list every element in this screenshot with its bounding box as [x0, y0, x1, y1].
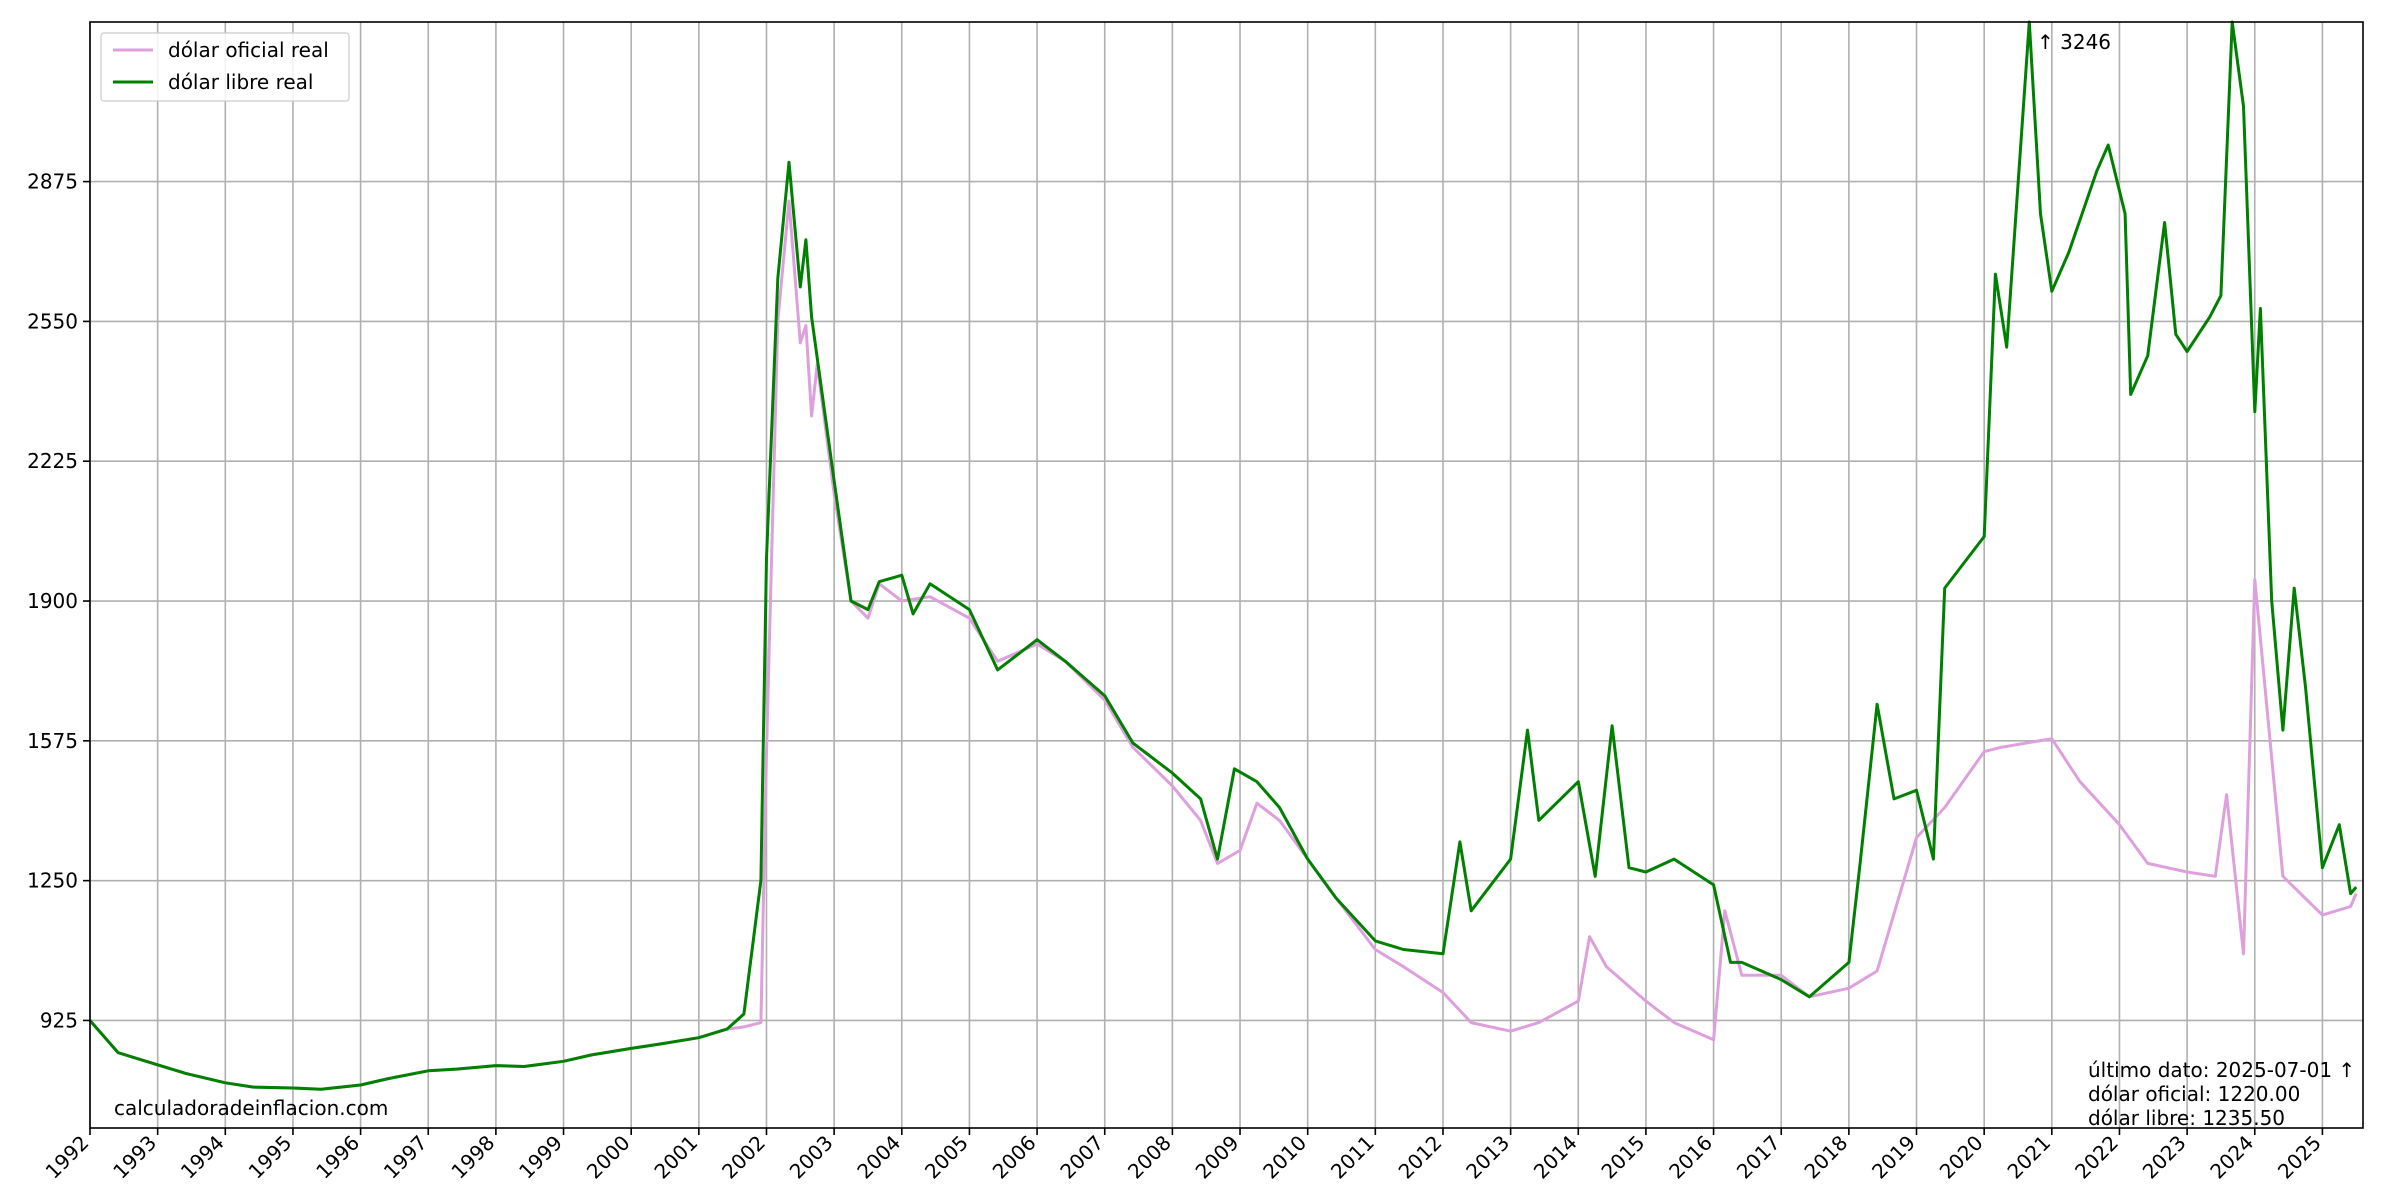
y-tick-label: 1900 [27, 589, 78, 613]
grid-layer [89, 22, 2363, 1128]
latest-official-rate: dólar oficial: 1220.00 [2088, 1082, 2300, 1106]
series-line-libre [88, 20, 2358, 1091]
series-layer [88, 20, 2358, 1091]
y-tick-label: 1575 [27, 729, 78, 753]
y-tick-label: 925 [40, 1008, 78, 1032]
legend-box [100, 32, 350, 102]
watermark: calculadoradeinflacion.com [114, 1096, 388, 1120]
y-tick-label: 2875 [27, 170, 78, 194]
legend-label-libre: dólar libre real [168, 70, 313, 94]
y-tick-label: 2225 [27, 449, 78, 473]
y-axis: 925 1250 1575 1900 2225 2550 2875 [27, 170, 90, 1032]
offscale-annotation: ↑ 3246 [2037, 30, 2111, 54]
legend-label-oficial: dólar oficial real [168, 38, 329, 62]
legend: dólar oficial real dólar libre real [100, 32, 350, 102]
y-tick-label: 2550 [27, 309, 78, 333]
y-tick-label: 1250 [27, 869, 78, 893]
latest-free-rate: dólar libre: 1235.50 [2088, 1106, 2285, 1130]
latest-data-date: último dato: 2025-07-01 ↑ [2088, 1058, 2355, 1082]
plot-frame [89, 21, 2364, 1129]
